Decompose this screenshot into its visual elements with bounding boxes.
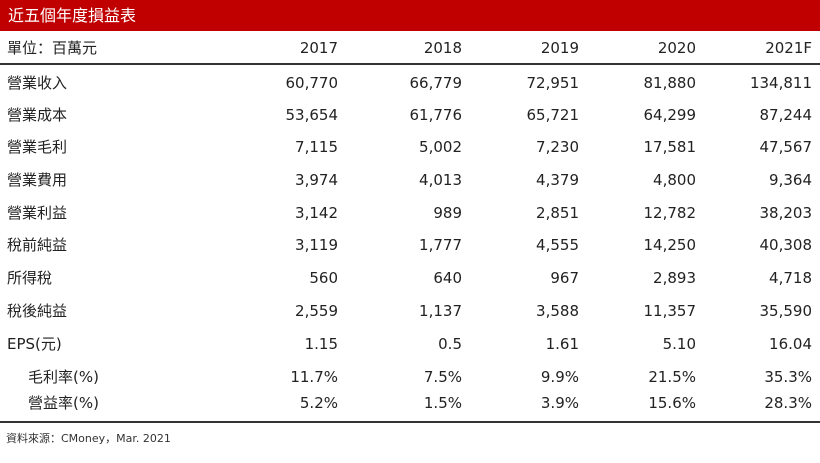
table-cell: 53,654: [285, 106, 339, 124]
table-row-gross-margin: 毛利率(%) 11.7% 7.5% 9.9% 21.5% 35.3%: [0, 365, 820, 389]
table-cell: 1.61: [545, 335, 579, 353]
table-cell: 17,581: [643, 138, 697, 156]
table-cell: 3,974: [295, 171, 338, 189]
table-cell: 3,119: [295, 236, 338, 254]
table-cell: 1,137: [419, 302, 462, 320]
table-cell: 9.9%: [540, 368, 579, 386]
row-label: 營業收入: [7, 74, 68, 92]
table-cell: 7.5%: [423, 368, 462, 386]
table-cell: 4,718: [769, 269, 812, 287]
table-row-gross-profit: 營業毛利 7,115 5,002 7,230 17,581 47,567: [0, 131, 820, 163]
table-bottom-divider: [0, 421, 820, 423]
table-cell: 560: [309, 269, 338, 287]
table-cell: 1.15: [304, 335, 338, 353]
table-cell: 21.5%: [648, 368, 696, 386]
table-cell: 0.5: [438, 335, 462, 353]
table-row-operating-income: 營業利益 3,142 989 2,851 12,782 38,203: [0, 197, 820, 229]
table-cell: 5.10: [662, 335, 696, 353]
table-cell: 11,357: [643, 302, 697, 320]
table-cell: 87,244: [759, 106, 813, 124]
year-header-2020: 2020: [657, 39, 696, 57]
table-row-revenue: 營業收入 60,770 66,779 72,951 81,880 134,811: [0, 67, 820, 99]
table-row-pretax-income: 稅前純益 3,119 1,777 4,555 14,250 40,308: [0, 229, 820, 261]
table-cell: 640: [433, 269, 462, 287]
table-cell: 9,364: [769, 171, 812, 189]
table-cell: 3,142: [295, 204, 338, 222]
row-label: EPS(元): [7, 335, 62, 353]
row-label: 稅前純益: [7, 236, 68, 254]
year-header-2019: 2019: [540, 39, 579, 57]
table-cell: 81,880: [643, 74, 697, 92]
table-cell: 5.2%: [299, 394, 338, 412]
table-cell: 15.6%: [648, 394, 696, 412]
table-cell: 4,013: [419, 171, 462, 189]
table-row-net-income: 稅後純益 2,559 1,137 3,588 11,357 35,590: [0, 295, 820, 327]
table-row-opex: 營業費用 3,974 4,013 4,379 4,800 9,364: [0, 164, 820, 196]
row-label: 營業毛利: [7, 138, 68, 156]
row-label: 所得稅: [7, 269, 53, 287]
source-note: 資料來源：CMoney，Mar. 2021: [6, 432, 171, 445]
row-label: 營益率(%): [28, 394, 99, 412]
table-cell: 7,230: [536, 138, 579, 156]
table-cell: 1,777: [419, 236, 462, 254]
table-cell: 3.9%: [540, 394, 579, 412]
table-cell: 28.3%: [764, 394, 812, 412]
table-cell: 4,555: [536, 236, 579, 254]
table-cell: 35,590: [759, 302, 813, 320]
table-cell: 2,851: [536, 204, 579, 222]
table-cell: 4,379: [536, 171, 579, 189]
row-label: 稅後純益: [7, 302, 68, 320]
table-cell: 1.5%: [423, 394, 462, 412]
year-header-2017: 2017: [299, 39, 338, 57]
row-label: 營業利益: [7, 204, 68, 222]
row-label: 營業成本: [7, 106, 68, 124]
year-header-2021f: 2021F: [765, 39, 812, 57]
table-title: 近五個年度損益表: [0, 0, 820, 31]
table-cell: 38,203: [759, 204, 813, 222]
year-header-2018: 2018: [423, 39, 462, 57]
table-cell: 134,811: [749, 74, 812, 92]
table-cell: 5,002: [419, 138, 462, 156]
table-cell: 16.04: [769, 335, 812, 353]
row-label: 營業費用: [7, 171, 68, 189]
table-cell: 47,567: [759, 138, 813, 156]
table-cell: 11.7%: [290, 368, 338, 386]
table-header-row: 單位：百萬元 2017 2018 2019 2020 2021F: [0, 31, 820, 65]
row-label: 毛利率(%): [28, 368, 99, 386]
table-cell: 14,250: [643, 236, 697, 254]
unit-label: 單位：百萬元: [7, 39, 98, 57]
table-cell: 989: [433, 204, 462, 222]
table-cell: 61,776: [409, 106, 463, 124]
table-row-cost: 營業成本 53,654 61,776 65,721 64,299 87,244: [0, 99, 820, 131]
table-cell: 35.3%: [764, 368, 812, 386]
table-row-income-tax: 所得稅 560 640 967 2,893 4,718: [0, 262, 820, 294]
table-cell: 40,308: [759, 236, 813, 254]
table-cell: 2,893: [653, 269, 696, 287]
table-cell: 65,721: [526, 106, 580, 124]
table-cell: 64,299: [643, 106, 697, 124]
table-cell: 66,779: [409, 74, 463, 92]
table-cell: 7,115: [295, 138, 338, 156]
table-cell: 4,800: [653, 171, 696, 189]
table-row-operating-margin: 營益率(%) 5.2% 1.5% 3.9% 15.6% 28.3%: [0, 391, 820, 415]
table-cell: 12,782: [643, 204, 697, 222]
table-cell: 967: [550, 269, 579, 287]
table-cell: 2,559: [295, 302, 338, 320]
table-row-eps: EPS(元) 1.15 0.5 1.61 5.10 16.04: [0, 328, 820, 360]
table-cell: 72,951: [526, 74, 580, 92]
table-cell: 3,588: [536, 302, 579, 320]
table-cell: 60,770: [285, 74, 339, 92]
